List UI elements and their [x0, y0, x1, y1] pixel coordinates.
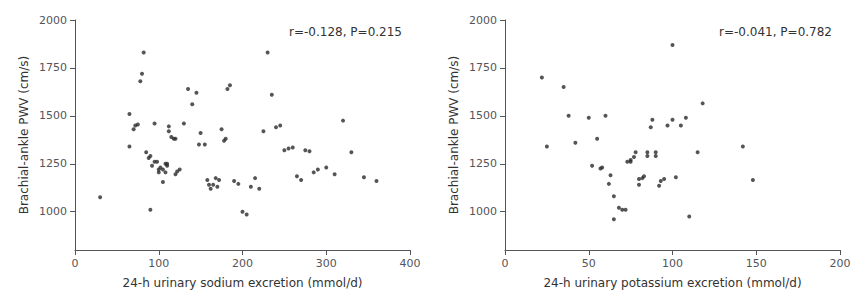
- svg-text:1500: 1500: [39, 109, 67, 122]
- svg-text:150: 150: [746, 257, 767, 270]
- svg-text:24-h urinary sodium excretion: 24-h urinary sodium excretion (mmol/d): [123, 276, 363, 290]
- svg-text:0: 0: [72, 257, 79, 270]
- svg-text:1750: 1750: [469, 61, 497, 74]
- svg-text:2000: 2000: [39, 14, 67, 27]
- svg-text:50: 50: [582, 257, 596, 270]
- svg-text:Brachial-ankle PWV (cm/s): Brachial-ankle PWV (cm/s): [447, 56, 461, 215]
- svg-text:200: 200: [232, 257, 253, 270]
- svg-text:200: 200: [830, 257, 851, 270]
- svg-text:1000: 1000: [469, 205, 497, 218]
- svg-text:300: 300: [316, 257, 337, 270]
- svg-text:r=-0.041, P=0.782: r=-0.041, P=0.782: [719, 25, 832, 39]
- svg-text:400: 400: [400, 257, 421, 270]
- svg-text:1000: 1000: [39, 205, 67, 218]
- svg-text:2000: 2000: [469, 14, 497, 27]
- svg-text:1250: 1250: [469, 157, 497, 170]
- svg-text:Brachial-ankle PWV (cm/s): Brachial-ankle PWV (cm/s): [17, 56, 31, 215]
- svg-text:100: 100: [148, 257, 169, 270]
- svg-text:1750: 1750: [39, 61, 67, 74]
- svg-text:0: 0: [502, 257, 509, 270]
- svg-text:24-h urinary potassium excreti: 24-h urinary potassium excretion (mmol/d…: [543, 276, 801, 290]
- svg-text:1500: 1500: [469, 109, 497, 122]
- svg-text:100: 100: [662, 257, 683, 270]
- svg-text:r=-0.128, P=0.215: r=-0.128, P=0.215: [289, 25, 402, 39]
- svg-text:1250: 1250: [39, 157, 67, 170]
